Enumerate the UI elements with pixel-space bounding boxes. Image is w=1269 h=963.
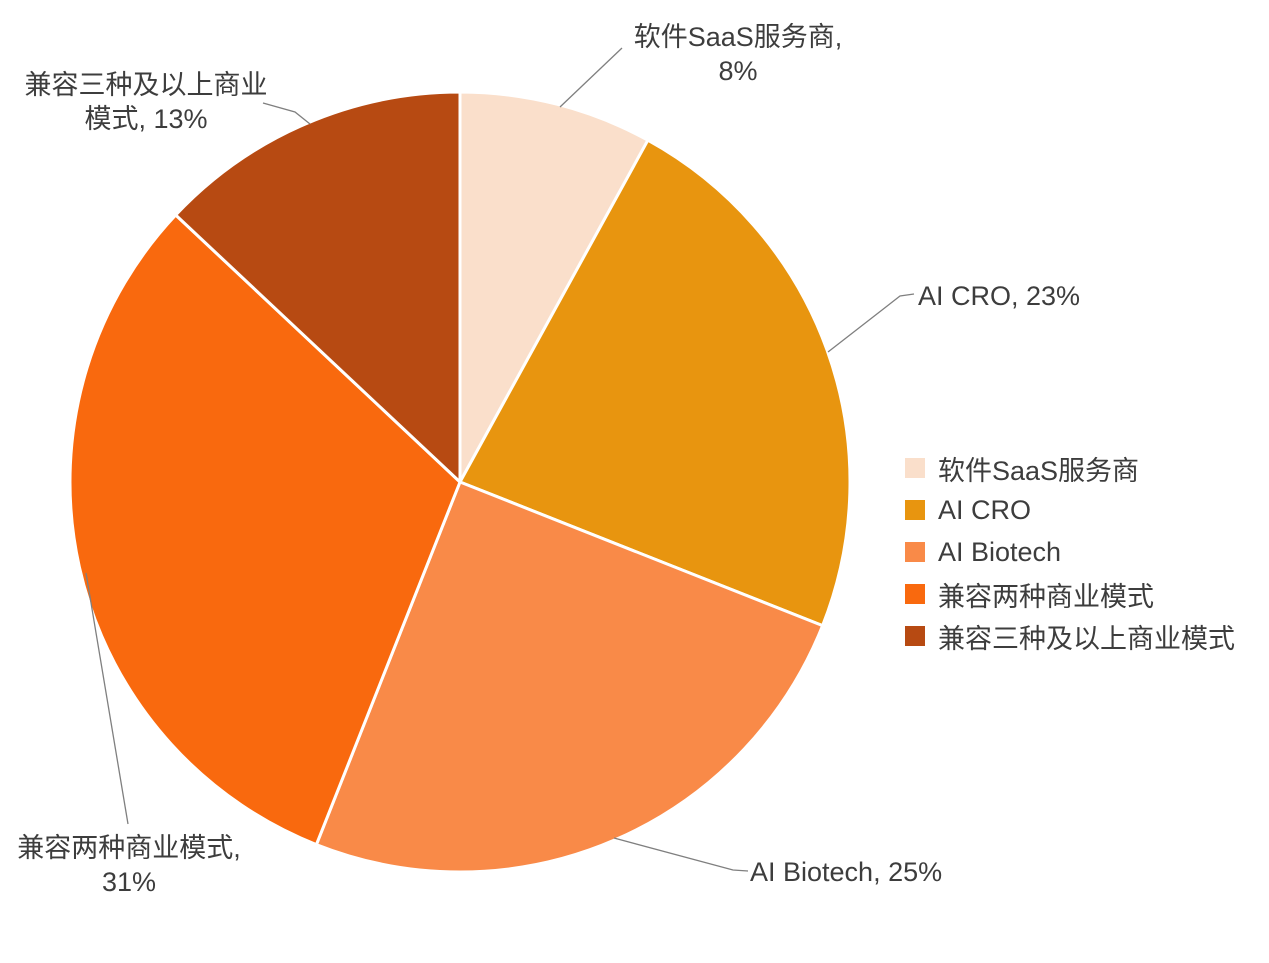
- legend-swatch: [905, 542, 925, 562]
- pie-slice-ai-biotech: [314, 480, 825, 874]
- pie-slices: [68, 90, 852, 874]
- leader-line-saas: [559, 47, 623, 108]
- pie-slice-saas: [458, 90, 650, 484]
- pie-slice-three-plus-models: [174, 90, 462, 484]
- legend: 软件SaaS服务商 AI CRO AI Biotech 兼容两种商业模式 兼容三…: [905, 447, 1235, 657]
- legend-label: AI CRO: [938, 494, 1032, 525]
- pie-slice-ai-cro: [458, 138, 852, 628]
- legend-label: 兼容三种及以上商业模式: [938, 623, 1235, 654]
- slice-label-three-plus-models: 兼容三种及以上商业 模式, 13%: [24, 70, 268, 134]
- legend-item-two-models: 兼容两种商业模式: [905, 573, 1235, 615]
- legend-swatch: [905, 626, 925, 646]
- slice-label-two-models: 兼容两种商业模式, 31%: [17, 833, 241, 897]
- legend-swatch: [905, 584, 925, 604]
- slice-label-saas: 软件SaaS服务商, 8%: [633, 22, 843, 86]
- callout-leader-lines: [85, 47, 915, 872]
- legend-item-ai-biotech: AI Biotech: [905, 531, 1235, 573]
- legend-swatch: [905, 458, 925, 478]
- legend-item-ai-cro: AI CRO: [905, 489, 1235, 531]
- pie-slice-two-models: [68, 213, 462, 847]
- legend-label: AI Biotech: [938, 536, 1062, 567]
- leader-line-ai-biotech: [613, 837, 749, 872]
- leader-line-ai-cro: [827, 293, 915, 353]
- leader-line-two-models: [85, 572, 129, 825]
- slice-label-ai-cro: AI CRO, 23%: [918, 281, 1081, 311]
- legend-label: 软件SaaS服务商: [938, 455, 1140, 486]
- legend-swatch: [905, 500, 925, 520]
- legend-item-saas: 软件SaaS服务商: [905, 447, 1235, 489]
- slice-label-ai-biotech: AI Biotech, 25%: [750, 857, 943, 887]
- legend-label: 兼容两种商业模式: [938, 581, 1154, 612]
- leader-line-three-plus-models: [262, 102, 311, 125]
- legend-item-three-plus-models: 兼容三种及以上商业模式: [905, 615, 1235, 657]
